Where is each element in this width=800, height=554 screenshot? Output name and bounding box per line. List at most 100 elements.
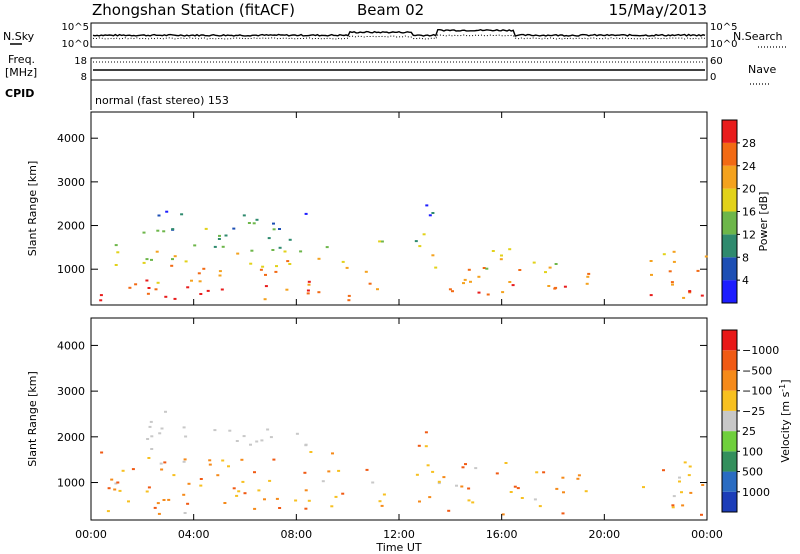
velocity-cell <box>227 465 230 468</box>
x-tick-label: 20:00 <box>588 528 620 541</box>
power-cell <box>299 250 303 253</box>
power-cell <box>267 237 271 240</box>
power-cell <box>157 214 161 217</box>
power-x-ticks <box>90 112 708 305</box>
power-cell <box>501 291 505 294</box>
velocity-cell <box>418 500 421 503</box>
velocity-cell <box>237 490 241 493</box>
velocity-cell <box>182 426 186 429</box>
velocity-cell <box>113 488 117 491</box>
velocity-cell <box>417 444 421 447</box>
power-cell <box>364 270 368 273</box>
power-cell <box>288 263 292 265</box>
velocity-cell <box>371 481 375 484</box>
power-cell <box>272 222 275 225</box>
velocity-cell <box>533 498 537 501</box>
power-cell <box>145 258 149 261</box>
power-cell <box>511 284 515 287</box>
power-cell <box>263 298 267 301</box>
velocity-y-tick-label: 3000 <box>57 385 85 398</box>
velocity-cell <box>153 506 157 509</box>
power-cell <box>278 228 281 230</box>
velocity-cell <box>147 457 151 459</box>
velocity-cell <box>331 452 334 455</box>
velocity-cell <box>681 504 685 507</box>
velocity-cell <box>327 470 331 473</box>
velocity-cell <box>294 499 298 502</box>
velocity-cell <box>157 512 161 515</box>
velocity-cell <box>106 510 110 513</box>
power-cell <box>193 244 197 247</box>
velocity-cell <box>295 432 299 435</box>
velocity-cell <box>672 495 676 498</box>
velocity-cell <box>460 485 464 488</box>
velocity-cell <box>561 512 565 515</box>
velocity-y-axis-label: Slant Range [km] <box>26 371 39 467</box>
velocity-cell <box>187 482 191 485</box>
velocity-cell <box>172 474 176 477</box>
velocity-colorbar-tick-label: −25 <box>742 405 765 418</box>
velocity-cell <box>382 493 386 496</box>
power-cell <box>165 210 169 213</box>
nsearch-tick-bottom: 10^0 <box>710 39 737 50</box>
power-colorbar-swatch <box>722 257 737 281</box>
velocity-cell <box>241 480 245 483</box>
velocity-cell <box>208 463 212 466</box>
velocity-cell <box>309 451 313 453</box>
velocity-cell <box>164 410 167 413</box>
velocity-panel: 00:00 04:00 08:00 12:00 16:00 20:00 00:00 1000 2… <box>26 317 792 541</box>
power-cell <box>218 270 222 273</box>
power-cell <box>508 281 512 283</box>
nsky-tick-bottom: 10^0 <box>62 39 89 50</box>
x-tick-label: 08:00 <box>280 528 312 541</box>
power-cell <box>199 293 203 295</box>
power-colorbar-tick-label: 8 <box>742 251 749 264</box>
power-cell <box>431 212 435 214</box>
velocity-cell <box>199 484 203 487</box>
power-y-axis-label: Slant Range [km] <box>26 161 39 257</box>
velocity-cell <box>334 495 338 498</box>
velocity-cell <box>426 464 430 467</box>
power-cell <box>448 288 452 291</box>
velocity-cell <box>146 438 150 440</box>
power-cell <box>548 266 552 269</box>
velocity-cell <box>114 482 118 485</box>
power-cell <box>198 280 202 283</box>
power-colorbar-tick-label: 20 <box>742 183 756 196</box>
power-cells <box>99 204 708 302</box>
power-colorbar-tick-label: 24 <box>742 160 756 173</box>
freq-strip-frame <box>90 57 708 81</box>
date-label: 15/May/2013 <box>609 1 707 19</box>
velocity-frame <box>90 317 708 521</box>
velocity-cell <box>501 513 505 516</box>
power-cell <box>649 294 653 297</box>
velocity-cell <box>100 451 104 454</box>
velocity-cell <box>437 482 441 485</box>
velocity-colorbar: 1000 500 100 25 −25 −100 −500 −1000 Velocity [m … <box>721 329 792 513</box>
nsearch-trace <box>92 34 706 40</box>
power-cell <box>499 258 503 261</box>
velocity-cell <box>424 431 428 434</box>
velocity-cell <box>147 486 151 489</box>
power-cell <box>317 257 321 260</box>
velocity-cell <box>516 487 520 490</box>
velocity-cell <box>208 459 212 462</box>
velocity-cell <box>428 496 432 499</box>
power-cell <box>688 290 692 293</box>
power-cell <box>491 250 495 252</box>
power-cell <box>649 260 653 262</box>
power-cell <box>170 264 174 267</box>
x-tick-label: 00:00 <box>691 528 723 541</box>
velocity-cell <box>182 493 186 496</box>
power-cell <box>99 299 103 302</box>
freq-tick-bottom: 8 <box>81 72 87 83</box>
velocity-cell <box>199 478 203 480</box>
velocity-cell <box>471 501 475 504</box>
power-cell <box>368 282 372 285</box>
power-cell <box>204 227 208 230</box>
velocity-colorbar-swatch <box>722 491 737 512</box>
x-tick-label: 04:00 <box>178 528 210 541</box>
power-cell <box>218 274 222 277</box>
nsearch-label: N.Search <box>733 30 783 43</box>
velocity-cell <box>213 429 217 432</box>
